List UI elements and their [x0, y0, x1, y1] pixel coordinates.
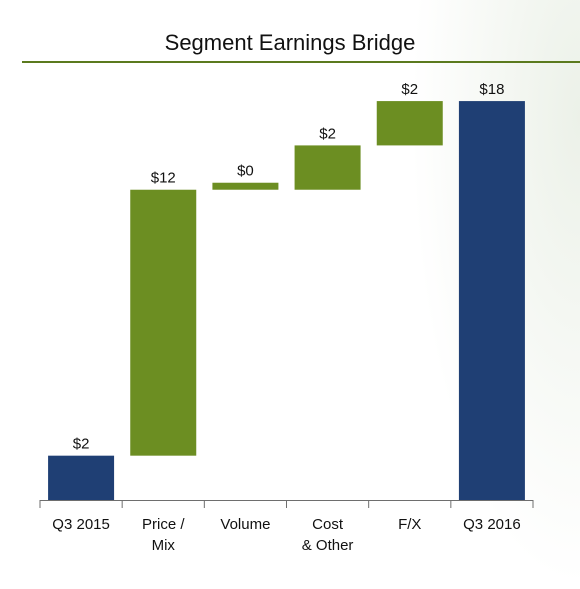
bar-2	[130, 189, 197, 456]
value-label: $0	[237, 163, 254, 180]
value-label: $18	[479, 81, 504, 98]
value-label: $2	[73, 436, 90, 453]
value-label: $2	[319, 125, 336, 142]
category-label: Volume	[220, 516, 270, 533]
category-label: Price / Mix	[142, 516, 185, 554]
bar-1	[48, 455, 115, 500]
category-label: Q3 2016	[463, 516, 521, 533]
category-label: F/X	[398, 516, 421, 533]
category-label: Q3 2015	[52, 516, 110, 533]
chart-title: Segment Earnings Bridge	[164, 30, 416, 55]
category-label: Cost & Other	[302, 516, 354, 554]
value-label: $12	[151, 170, 176, 187]
bar-5	[376, 101, 443, 146]
bar-4	[294, 145, 361, 190]
bar-6	[458, 101, 525, 500]
bar-3	[212, 182, 279, 190]
title-rule	[22, 61, 580, 63]
value-label: $2	[401, 81, 418, 98]
